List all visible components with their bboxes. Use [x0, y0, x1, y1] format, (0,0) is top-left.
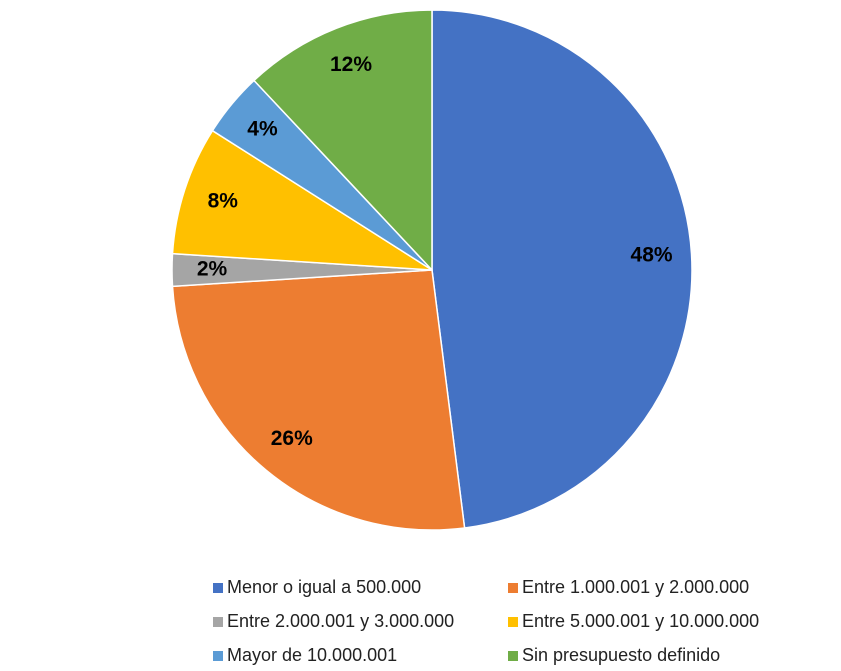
data-label: 48% [631, 244, 673, 267]
pie-slice [431, 9, 693, 529]
legend-swatch [213, 651, 223, 661]
legend-label: Entre 5.000.001 y 10.000.000 [522, 611, 759, 631]
data-label: 2% [197, 258, 228, 281]
data-label: 12% [330, 53, 372, 76]
legend-swatch [213, 583, 223, 593]
pie-slice [171, 129, 433, 271]
legend-swatch [508, 617, 518, 627]
data-label: 26% [271, 427, 313, 450]
legend-swatch [213, 617, 223, 627]
legend-label: Entre 2.000.001 y 3.000.000 [227, 611, 454, 631]
legend-label: Mayor de 10.000.001 [227, 645, 397, 665]
legend-label: Menor o igual a 500.000 [227, 577, 421, 597]
data-label: 8% [208, 190, 239, 213]
pie-slice [171, 269, 466, 531]
legend-label: Entre 1.000.001 y 2.000.000 [522, 577, 749, 597]
legend-swatch [508, 583, 518, 593]
data-label: 4% [247, 117, 278, 140]
legend-label: Sin presupuesto definido [522, 645, 720, 665]
legend-swatch [508, 651, 518, 661]
pie-slice [252, 9, 433, 272]
